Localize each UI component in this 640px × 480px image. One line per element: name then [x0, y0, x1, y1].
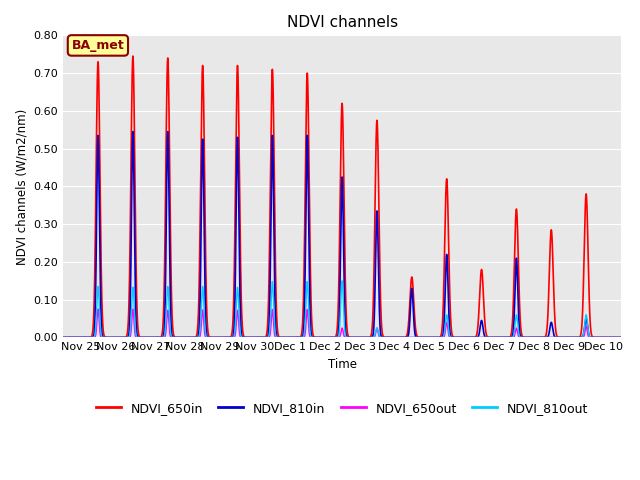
Legend: NDVI_650in, NDVI_810in, NDVI_650out, NDVI_810out: NDVI_650in, NDVI_810in, NDVI_650out, NDV… — [91, 396, 593, 420]
Text: BA_met: BA_met — [72, 39, 124, 52]
Title: NDVI channels: NDVI channels — [287, 15, 397, 30]
X-axis label: Time: Time — [328, 358, 356, 371]
Y-axis label: NDVI channels (W/m2/nm): NDVI channels (W/m2/nm) — [15, 108, 28, 264]
